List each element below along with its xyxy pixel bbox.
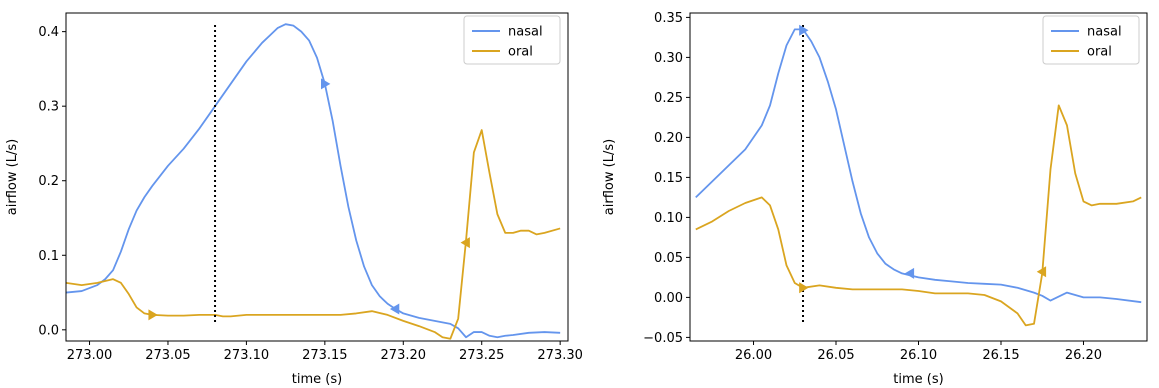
- chart-1: 273.00 273.05 273.10 273.15 273.20 273.25 273.…: [5, 12, 583, 387]
- x-tick-label: 26.00: [735, 348, 772, 363]
- oral-line: [66, 129, 561, 340]
- oral-legend-label: oral: [1087, 45, 1112, 60]
- y-tick-label: 0.15: [654, 171, 683, 186]
- nasal-direction-marker: [389, 303, 400, 315]
- nasal-direction-marker: [320, 78, 331, 90]
- y-axis-label: airflow (L/s): [5, 139, 20, 215]
- plot-frame: [65, 12, 569, 342]
- x-axis-label: time (s): [292, 372, 342, 387]
- y-tick-label: 0.35: [654, 11, 683, 26]
- nasal-legend-label: nasal: [1087, 25, 1122, 40]
- x-axis-label: time (s): [893, 372, 943, 387]
- nasal-legend-label: nasal: [508, 25, 543, 40]
- legend: nasal oral: [463, 15, 561, 65]
- y-axis-label: airflow (L/s): [602, 139, 617, 215]
- nasal-line: [66, 23, 561, 339]
- y-tick-label: 0.3: [38, 100, 59, 115]
- y-tick-label: 0.20: [654, 131, 683, 146]
- oral-direction-marker: [148, 309, 158, 321]
- x-tick-label: 26.20: [1065, 348, 1102, 363]
- nasal-direction-marker: [904, 267, 915, 279]
- x-tick-label: 273.00: [67, 348, 113, 363]
- y-tick-label: 0.4: [38, 25, 59, 40]
- chart-2: 26.00 26.05 26.10 26.15 26.20 −0.05 0.00 0.05 0.…: [602, 11, 1148, 387]
- x-tick-label: 26.15: [982, 348, 1019, 363]
- y-tick-label: 0.30: [654, 51, 683, 66]
- oral-line: [695, 104, 1142, 327]
- y-tick-label: 0.25: [654, 91, 683, 106]
- y-tick-label: 0.10: [654, 211, 683, 226]
- oral-direction-marker: [799, 282, 809, 294]
- oral-direction-marker: [460, 237, 470, 249]
- legend: nasal oral: [1042, 15, 1140, 65]
- x-tick-label: 273.25: [459, 348, 505, 363]
- x-tick-label: 273.30: [537, 348, 583, 363]
- x-tick-label: 26.05: [817, 348, 854, 363]
- nasal-direction-marker: [799, 24, 809, 36]
- x-tick-label: 273.05: [145, 348, 191, 363]
- y-tick-label: −0.05: [643, 331, 683, 346]
- y-tick-label: 0.0: [38, 323, 59, 338]
- y-tick-label: 0.2: [38, 174, 59, 189]
- y-tick-label: 0.00: [654, 291, 683, 306]
- x-tick-label: 273.15: [302, 348, 348, 363]
- x-tick-label: 26.10: [900, 348, 937, 363]
- x-tick-label: 273.10: [224, 348, 270, 363]
- oral-direction-marker: [1036, 266, 1047, 278]
- oral-legend-label: oral: [508, 45, 533, 60]
- y-tick-label: 0.1: [38, 249, 59, 264]
- x-tick-label: 273.20: [381, 348, 427, 363]
- nasal-line: [695, 28, 1142, 304]
- y-tick-label: 0.05: [654, 251, 683, 266]
